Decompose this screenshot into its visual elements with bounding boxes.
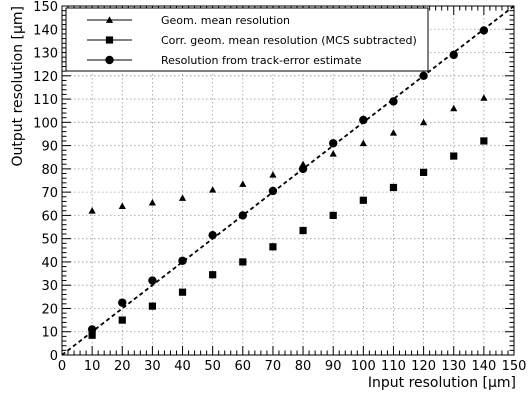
- y-tick-label: 80: [41, 163, 58, 178]
- y-tick-label: 10: [41, 326, 58, 341]
- data-point-circle: [268, 186, 278, 196]
- y-tick-label: 110: [33, 93, 58, 108]
- data-point-circle: [238, 211, 247, 220]
- data-point-circle: [148, 276, 157, 285]
- data-point-triangle: [118, 202, 126, 209]
- x-tick-label: 110: [381, 359, 406, 374]
- data-point-triangle: [389, 129, 398, 136]
- data-point-circle: [419, 71, 428, 81]
- x-tick-label: 150: [502, 359, 527, 374]
- y-tick-label: 70: [41, 186, 58, 201]
- series-triangle: [88, 94, 488, 214]
- series-circle: [87, 26, 489, 334]
- data-point-circle: [178, 256, 187, 265]
- x-tick-label: 40: [174, 359, 191, 374]
- x-tick-label: 10: [84, 359, 101, 374]
- x-axis-title: Input resolution [μm]: [368, 375, 516, 391]
- data-point-square: [480, 137, 488, 145]
- x-tick-label: 120: [411, 359, 436, 374]
- y-axis-title: Output resolution [μm]: [10, 6, 26, 167]
- data-point-square: [329, 211, 337, 219]
- x-tick-label: 100: [351, 359, 376, 374]
- data-point-circle: [118, 298, 127, 307]
- y-tick-labels: 0 10 20 30 40 50 60 70 80 90 100 110 120 130 140 150: [33, 0, 58, 364]
- legend: Geom. mean resolution Corr. geom. mean re…: [65, 7, 429, 72]
- data-point-circle: [208, 230, 217, 240]
- x-tick-label: 70: [265, 359, 282, 374]
- y-tick-label: 100: [33, 116, 58, 131]
- series-square: [88, 137, 488, 339]
- y-tick-label: 150: [33, 0, 58, 15]
- x-tick-label: 0: [58, 359, 66, 374]
- data-point-triangle: [88, 207, 96, 214]
- x-tick-label: 80: [295, 359, 312, 374]
- grid: [62, 6, 514, 355]
- x-tick-labels: 0 10 20 30 40 50 60 70 80 90 100 110 120 130 140 150: [58, 359, 527, 374]
- data-point-triangle: [420, 118, 428, 126]
- data-point-triangle: [359, 139, 367, 147]
- data-point-square: [359, 196, 367, 204]
- plot-frame: [61, 5, 515, 356]
- x-tick-label: 90: [325, 359, 342, 374]
- data-point-square: [299, 226, 307, 235]
- data-point-square: [239, 258, 247, 266]
- x-tick-label: 30: [144, 359, 161, 374]
- y-tick-label: 30: [41, 279, 58, 294]
- data-point-square: [178, 288, 187, 296]
- x-tick-label: 50: [204, 359, 221, 374]
- y-tick-label: 120: [33, 70, 58, 85]
- legend-label-resolution-from-track-error-estimate: Resolution from track-error estimate: [161, 54, 362, 67]
- series-group: [87, 26, 489, 339]
- data-point-circle: [389, 97, 398, 106]
- y-tick-label: 0: [50, 349, 58, 364]
- data-point-triangle: [178, 194, 187, 201]
- data-point-square: [118, 316, 126, 324]
- data-point-triangle: [329, 150, 337, 157]
- data-point-square: [269, 243, 277, 251]
- data-point-triangle: [209, 186, 217, 193]
- x-tick-label: 20: [114, 359, 131, 374]
- legend-marker-circle: [105, 55, 114, 65]
- legend-label-corr-geom-mean-resolution-mcs-subtracted: Corr. geom. mean resolution (MCS subtrac…: [161, 34, 417, 47]
- x-tick-label: 130: [441, 359, 466, 374]
- data-point-circle: [298, 164, 308, 174]
- legend-marker-square: [105, 36, 114, 44]
- legend-marker-triangle: [105, 16, 114, 23]
- data-point-triangle: [480, 94, 488, 101]
- data-point-circle: [479, 26, 489, 35]
- data-point-circle: [329, 139, 338, 148]
- data-point-square: [148, 302, 156, 310]
- data-point-triangle: [450, 104, 458, 112]
- data-point-square: [88, 331, 96, 339]
- y-tick-label: 130: [33, 47, 58, 62]
- data-point-square: [450, 152, 458, 160]
- data-point-square: [209, 271, 217, 279]
- y-tick-label: 140: [33, 23, 58, 38]
- data-point-triangle: [269, 171, 277, 178]
- legend-label-geom-mean-resolution: Geom. mean resolution: [161, 14, 290, 27]
- data-point-circle: [449, 50, 458, 60]
- y-tick-label: 20: [41, 302, 58, 317]
- y-tick-label: 50: [41, 233, 58, 248]
- x-tick-label: 140: [471, 359, 496, 374]
- data-point-triangle: [239, 180, 247, 187]
- data-point-triangle: [148, 199, 156, 206]
- x-tick-label: 60: [235, 359, 252, 374]
- y-tick-label: 40: [41, 256, 58, 271]
- data-point-square: [420, 168, 428, 176]
- data-point-circle: [87, 325, 97, 334]
- data-point-square: [389, 183, 398, 192]
- y-tick-label: 90: [41, 140, 58, 155]
- y-tick-label: 60: [41, 209, 58, 224]
- data-point-circle: [359, 115, 368, 125]
